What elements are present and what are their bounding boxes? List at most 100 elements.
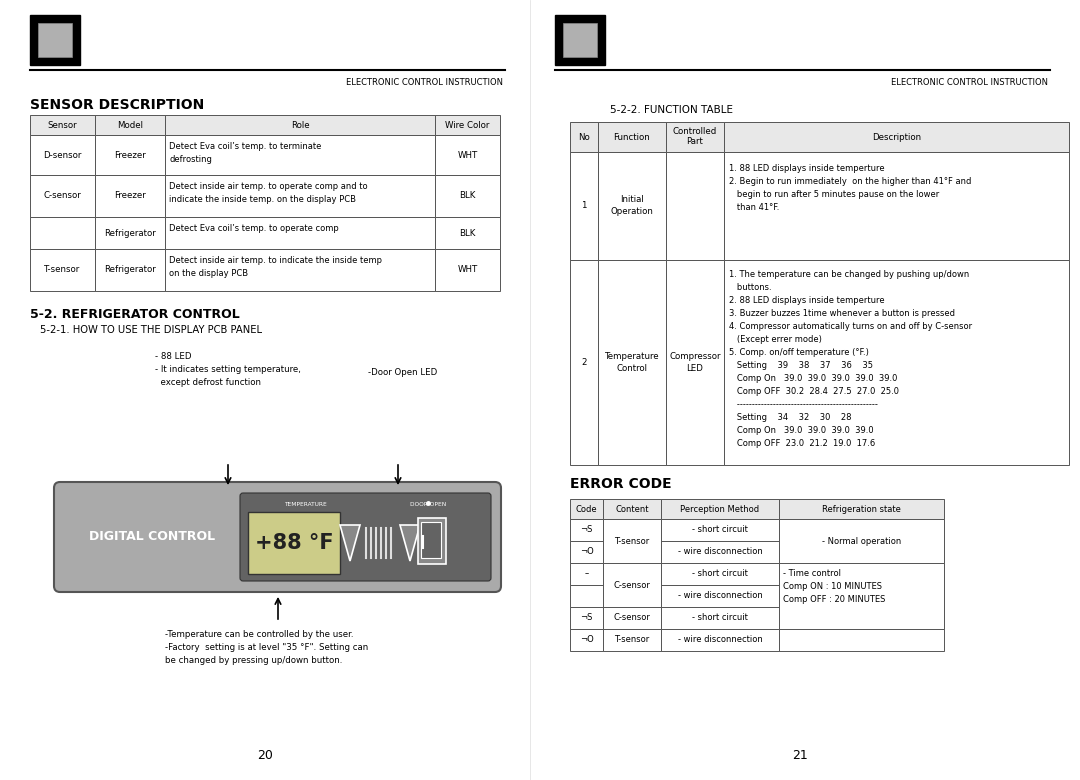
Bar [666, 122, 724, 152]
Text: T-sensor: T-sensor [615, 636, 650, 644]
Text: be changed by pressing up/down button.: be changed by pressing up/down button. [165, 656, 342, 665]
Text: - It indicates setting temperature,: - It indicates setting temperature, [156, 365, 301, 374]
Text: begin to run after 5 minutes pause on the lower: begin to run after 5 minutes pause on th… [729, 190, 940, 199]
Text: - wire disconnection: - wire disconnection [677, 548, 762, 556]
Text: Freezer: Freezer [114, 151, 146, 159]
Text: - short circuit: - short circuit [692, 569, 748, 579]
Text: Comp OFF  30.2  28.4  27.5  27.0  25.0: Comp OFF 30.2 28.4 27.5 27.0 25.0 [729, 387, 899, 396]
Text: Compressor: Compressor [670, 352, 720, 361]
Bar [30, 249, 95, 291]
Bar [724, 260, 1069, 465]
Bar [165, 249, 435, 291]
Text: C-sensor: C-sensor [43, 192, 81, 200]
Text: - wire disconnection: - wire disconnection [677, 591, 762, 601]
Bar [666, 152, 724, 260]
Bar [661, 499, 779, 519]
Text: ¬O: ¬O [580, 548, 593, 556]
Text: Temperature: Temperature [605, 352, 659, 361]
Text: Detect Eva coil’s temp. to terminate: Detect Eva coil’s temp. to terminate [168, 142, 322, 151]
Bar [30, 115, 95, 135]
Text: C-sensor: C-sensor [613, 580, 650, 590]
Text: Detect inside air temp. to operate comp and to: Detect inside air temp. to operate comp … [168, 182, 367, 191]
Text: 5. Comp. on/off temperature (°F.): 5. Comp. on/off temperature (°F.) [729, 348, 869, 357]
Text: Operation: Operation [610, 207, 653, 217]
Text: BLK: BLK [459, 229, 475, 237]
Bar [661, 563, 779, 585]
Text: Detect Eva coil’s temp. to operate comp: Detect Eva coil’s temp. to operate comp [168, 224, 339, 233]
Bar [779, 629, 944, 651]
Bar [779, 585, 944, 607]
Text: +88 °F: +88 °F [255, 533, 334, 553]
Text: LED: LED [687, 364, 703, 373]
Bar [661, 541, 779, 563]
Text: 3. Buzzer buzzes 1time whenever a button is pressed: 3. Buzzer buzzes 1time whenever a button… [729, 309, 955, 318]
Text: Freezer: Freezer [114, 192, 146, 200]
Text: (Except errer mode): (Except errer mode) [729, 335, 822, 344]
Text: No: No [578, 133, 590, 141]
Text: buttons.: buttons. [729, 283, 771, 292]
Bar [779, 499, 944, 519]
Text: -Factory  setting is at level "35 °F". Setting can: -Factory setting is at level "35 °F". Se… [165, 643, 368, 652]
Text: - 88 LED: - 88 LED [156, 352, 191, 361]
Text: ¬O: ¬O [580, 636, 593, 644]
Bar [165, 175, 435, 217]
Text: Comp OFF : 20 MINUTES: Comp OFF : 20 MINUTES [783, 595, 886, 604]
Text: than 41°F.: than 41°F. [729, 203, 780, 212]
Text: Code: Code [576, 505, 597, 513]
Text: Comp ON : 10 MINUTES: Comp ON : 10 MINUTES [783, 582, 882, 591]
Text: - short circuit: - short circuit [692, 526, 748, 534]
Text: Initial: Initial [620, 196, 644, 204]
Bar [603, 541, 661, 563]
Bar [603, 563, 661, 607]
Bar [95, 217, 165, 249]
Bar [30, 135, 95, 175]
Bar [435, 135, 500, 175]
Bar [38, 23, 72, 57]
Text: Perception Method: Perception Method [680, 505, 759, 513]
Text: Controlled: Controlled [673, 127, 717, 136]
Bar [570, 541, 603, 563]
Text: 5-2-1. HOW TO USE THE DISPLAY PCB PANEL: 5-2-1. HOW TO USE THE DISPLAY PCB PANEL [40, 325, 262, 335]
Text: DOOR OPEN: DOOR OPEN [410, 502, 446, 507]
Text: –: – [584, 569, 589, 579]
Text: Wire Color: Wire Color [445, 120, 489, 129]
Text: Refrigerator: Refrigerator [104, 229, 156, 237]
Text: WHT: WHT [457, 265, 477, 275]
Text: Role: Role [291, 120, 309, 129]
Text: Setting    34    32    30    28: Setting 34 32 30 28 [729, 413, 851, 422]
Text: Model: Model [117, 120, 143, 129]
Bar [570, 499, 603, 519]
Text: T-sensor: T-sensor [615, 537, 650, 545]
Text: -----------------------------------------------: ----------------------------------------… [729, 400, 878, 409]
Text: on the display PCB: on the display PCB [168, 269, 248, 278]
Text: - wire disconnection: - wire disconnection [677, 636, 762, 644]
Bar [435, 249, 500, 291]
Bar [95, 175, 165, 217]
Bar [603, 607, 661, 629]
Bar [435, 115, 500, 135]
FancyBboxPatch shape [240, 493, 491, 581]
Bar [570, 260, 598, 465]
Text: Comp On   39.0  39.0  39.0  39.0: Comp On 39.0 39.0 39.0 39.0 [729, 426, 874, 435]
Bar [95, 135, 165, 175]
Text: 1. 88 LED displays inside temperture: 1. 88 LED displays inside temperture [729, 164, 885, 173]
Text: 21: 21 [792, 749, 808, 762]
Text: Content: Content [616, 505, 649, 513]
Text: Sensor: Sensor [48, 120, 78, 129]
Bar [779, 607, 944, 629]
Bar [165, 115, 435, 135]
Bar [779, 519, 944, 541]
Text: 20: 20 [257, 749, 273, 762]
Text: 5-2. REFRIGERATOR CONTROL: 5-2. REFRIGERATOR CONTROL [30, 308, 240, 321]
Text: Part: Part [687, 137, 703, 147]
FancyBboxPatch shape [54, 482, 501, 592]
Bar [661, 607, 779, 629]
Bar [661, 519, 779, 541]
Text: Function: Function [613, 133, 650, 141]
Bar [779, 519, 944, 563]
Bar [30, 15, 80, 65]
Bar [603, 519, 661, 541]
Bar [165, 135, 435, 175]
Text: BLK: BLK [459, 192, 475, 200]
Bar [661, 585, 779, 607]
